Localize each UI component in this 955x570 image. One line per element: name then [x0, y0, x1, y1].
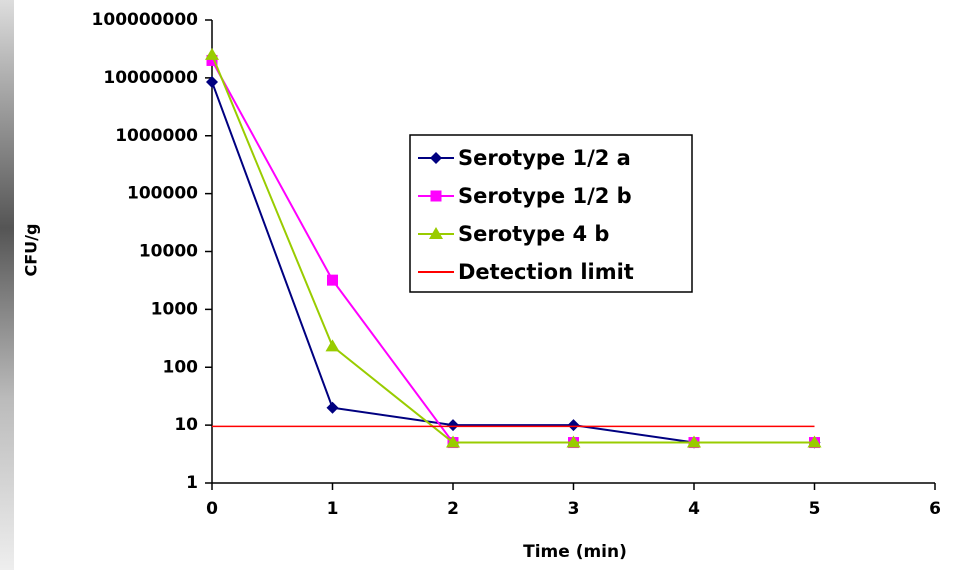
marker: [567, 419, 580, 432]
marker: [430, 152, 442, 164]
marker: [430, 190, 442, 202]
x-tick-label: 4: [688, 499, 700, 519]
legend: Serotype 1/2 a Serotype 1/2 b Serotype 4 b…: [409, 134, 693, 293]
y-tick-label: 10000: [139, 242, 198, 262]
marker: [687, 435, 701, 448]
y-axis-title: CFU/g: [22, 224, 41, 277]
y-tick-label: 1: [186, 473, 198, 493]
y-tick-label: 10: [174, 415, 198, 435]
legend-label: Serotype 1/2 a: [458, 146, 631, 170]
x-tick-label: 2: [447, 499, 459, 519]
marker: [206, 75, 218, 88]
x-tick-label: 3: [568, 499, 580, 519]
marker: [326, 401, 339, 414]
y-tick-label: 100000000: [92, 10, 199, 30]
y-tick-label: 1000000: [115, 126, 198, 146]
marker: [446, 435, 460, 448]
series-line: [211, 54, 815, 444]
marker: [429, 227, 443, 239]
legend-label: Serotype 1/2 b: [458, 184, 632, 208]
y-tick-label: 100: [163, 357, 199, 377]
marker: [327, 274, 338, 286]
x-tick-label: 6: [929, 499, 941, 519]
x-tick-label: 0: [206, 499, 218, 519]
y-tick-label: 100000: [127, 184, 198, 204]
x-tick-label: 5: [809, 499, 821, 519]
legend-label: Detection limit: [458, 260, 634, 284]
marker: [807, 435, 822, 448]
background-strip: [0, 0, 14, 570]
y-tick-label: 10000000: [103, 68, 198, 88]
x-axis-title: Time (min): [523, 542, 627, 562]
y-tick-label: 1000: [151, 299, 198, 319]
marker: [325, 339, 340, 352]
legend-box: [409, 134, 693, 293]
x-tick-label: 1: [327, 499, 339, 519]
marker: [447, 419, 459, 432]
marker: [566, 435, 581, 448]
legend-label: Serotype 4 b: [458, 222, 609, 246]
marker: [205, 47, 219, 60]
